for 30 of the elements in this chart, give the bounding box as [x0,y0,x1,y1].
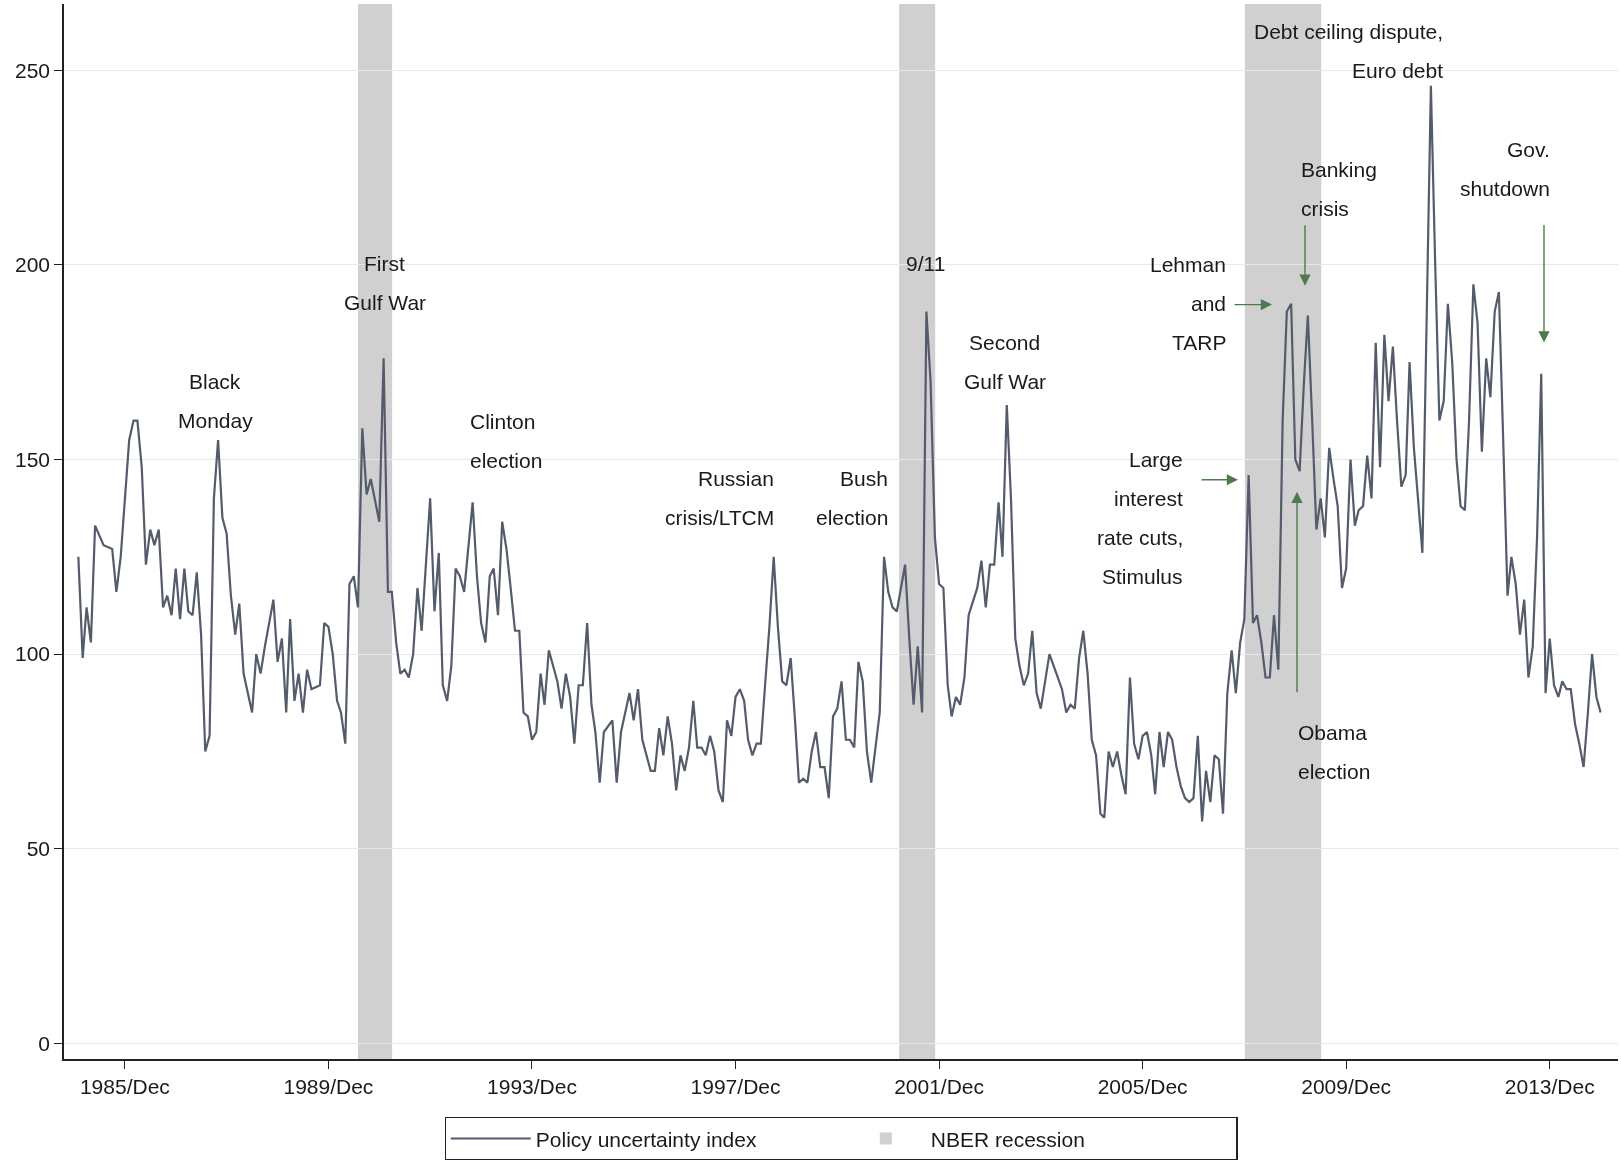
y-tick-label: 200 [15,253,51,277]
y-tick-label: 0 [38,1031,51,1055]
x-tick-label: 1993/Dec [487,1074,577,1098]
legend-label: NBER recession [930,1127,1085,1151]
x-tick-label: 2001/Dec [894,1074,985,1098]
y-tick-label: 100 [15,642,51,666]
annotation: Debt ceiling dispute, Euro debt [1254,20,1444,82]
line-series [77,84,1602,823]
annotation: Second Gulf War [964,331,1047,393]
annotation: Clinton election [470,410,543,472]
legend-label: Policy uncertainty index [535,1127,757,1151]
x-tick-label: 1997/Dec [690,1074,781,1098]
x-tick-label: 2005/Dec [1097,1074,1188,1098]
y-tick-label: 50 [26,837,51,861]
annotation: First Gulf War [344,252,427,314]
annotation: Lehman and TARP [1150,253,1227,354]
x-tick-label: 1985/Dec [79,1074,170,1098]
annotation: Gov. shutdown [1460,138,1550,200]
annotation: Large interest rate cuts, Stimulus [1097,448,1184,588]
annotation: 9/11 [906,252,946,275]
x-tick-label: 1989/Dec [283,1074,374,1098]
annotation: Obama election [1298,721,1371,783]
annotation: Bush election [816,467,889,529]
annotation: Banking crisis [1301,158,1377,220]
y-tick-label: 250 [15,58,51,82]
y-tick-label: 150 [15,447,51,471]
annotation: Russian crisis/LTCM [665,467,775,529]
x-tick-label: 2013/Dec [1504,1074,1595,1098]
x-tick-label: 2009/Dec [1301,1074,1392,1098]
annotation: Black Monday [178,370,254,432]
